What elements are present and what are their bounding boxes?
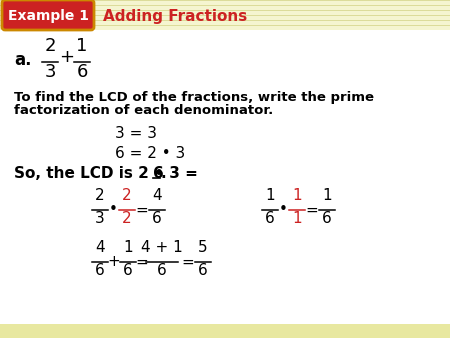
Text: Adding Fractions: Adding Fractions [103,8,247,24]
Text: •: • [108,202,117,217]
Text: 6: 6 [265,211,275,226]
Text: 2: 2 [122,211,132,226]
Text: 4: 4 [95,240,105,255]
Text: 2: 2 [44,37,56,55]
Text: 1: 1 [292,188,302,203]
Text: 5: 5 [198,240,208,255]
Text: •: • [279,202,288,217]
Text: 1: 1 [322,188,332,203]
Text: 6: 6 [198,263,208,278]
Text: a.: a. [14,51,32,69]
Text: 6: 6 [95,263,105,278]
FancyBboxPatch shape [0,30,450,324]
Text: .: . [160,167,166,182]
Text: =: = [182,255,194,269]
Text: 1: 1 [265,188,275,203]
Text: 6: 6 [152,211,162,226]
Text: 2: 2 [95,188,105,203]
Text: 6: 6 [76,63,88,81]
Text: =: = [135,202,148,217]
Text: factorization of each denominator.: factorization of each denominator. [14,104,273,118]
Text: So, the LCD is 2 • 3 =: So, the LCD is 2 • 3 = [14,167,203,182]
Text: =: = [135,255,148,269]
Text: Example 1: Example 1 [8,9,89,23]
Text: 3: 3 [95,211,105,226]
Text: +: + [108,255,121,269]
Text: To find the LCD of the fractions, write the prime: To find the LCD of the fractions, write … [14,91,374,103]
Text: =: = [306,202,319,217]
Text: 6: 6 [322,211,332,226]
FancyBboxPatch shape [2,0,94,30]
Text: 6: 6 [123,263,133,278]
Text: 1: 1 [292,211,302,226]
Text: 6: 6 [153,167,164,182]
Text: 4 + 1: 4 + 1 [141,240,183,255]
Text: 3 = 3: 3 = 3 [115,125,157,141]
FancyBboxPatch shape [0,324,450,338]
Text: 2: 2 [122,188,132,203]
Text: 3: 3 [44,63,56,81]
Text: 4: 4 [152,188,162,203]
Text: +: + [59,48,75,66]
Text: 6 = 2 • 3: 6 = 2 • 3 [115,145,185,161]
Text: 1: 1 [76,37,88,55]
Text: 6: 6 [157,263,167,278]
Text: 1: 1 [123,240,133,255]
